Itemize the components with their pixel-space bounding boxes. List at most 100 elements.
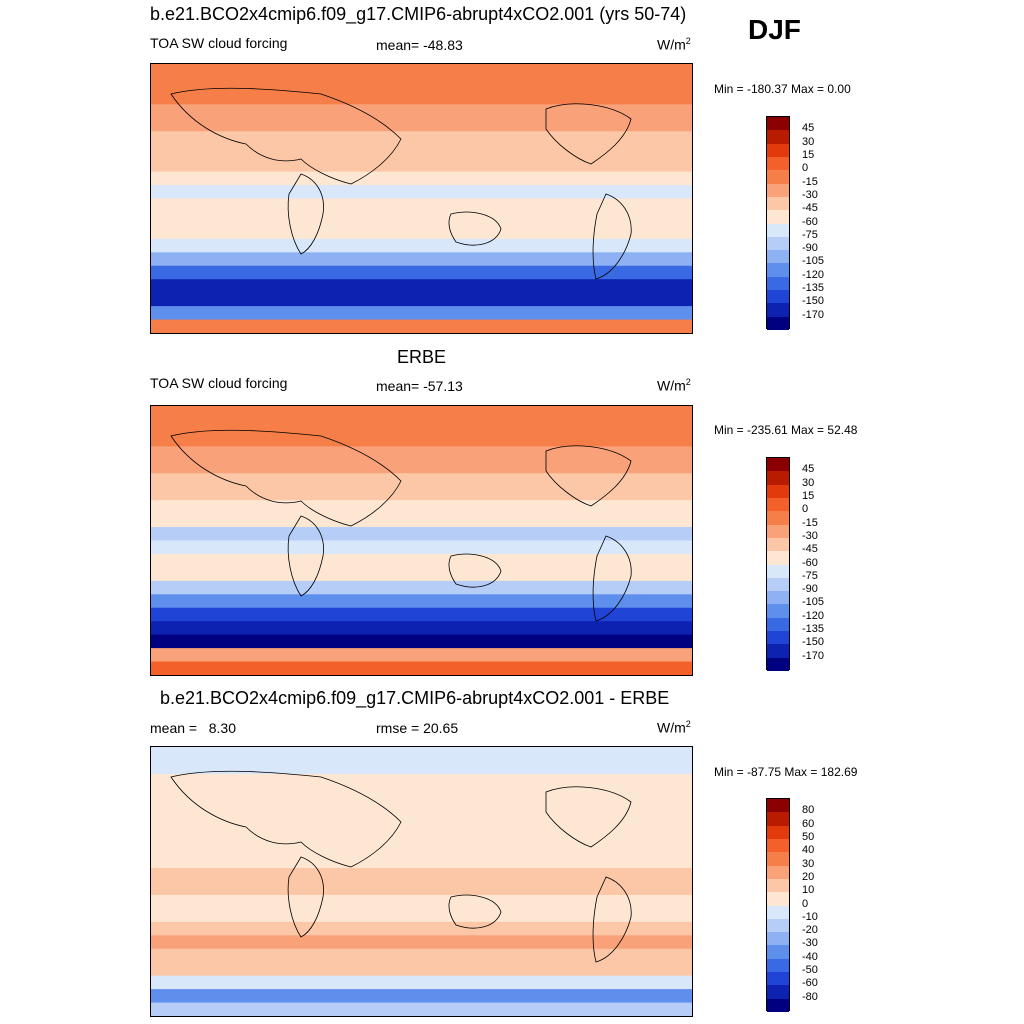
zonal-band [151,419,692,434]
panel2-units: W/m2 [657,377,691,394]
colorbar-tick-label: -135 [802,282,825,295]
zonal-band [151,661,692,675]
zonal-band [151,90,692,105]
colorbar-swatch [767,564,789,578]
colorbar-swatch [767,551,789,565]
colorbar-swatch [767,316,789,330]
colorbar-swatch [767,303,789,317]
colorbar-swatch [767,617,789,632]
zonal-band [151,921,692,936]
colorbar-swatch [767,130,789,144]
colorbar-tick-label: -45 [802,202,818,215]
zonal-band [151,773,692,788]
coastline-outline [287,173,324,255]
panel1-title: b.e21.BCO2x4cmip6.f09_g17.CMIP6-abrupt4x… [150,4,687,24]
zonal-band [151,446,692,461]
zonal-band [151,868,692,883]
coastline-outline [448,894,502,929]
colorbar-swatch [767,471,789,485]
colorbar-tick-label: 0 [802,162,809,175]
panel2-map-field [151,406,692,675]
zonal-band [151,158,692,173]
zonal-band [151,827,692,842]
panel3-minmax: Min = -87.75 Max = 182.69 [714,765,858,779]
colorbar-tick-label: 80 [802,804,815,817]
colorbar-swatch [767,276,789,291]
zonal-band [151,881,692,896]
zonal-band [151,77,692,92]
colorbar-tick-label: -120 [802,609,825,622]
panel2-colorbar [766,457,790,671]
zonal-band [151,607,692,622]
colorbar-tick-label: 0 [802,503,809,516]
panel3-map [150,746,693,1017]
colorbar-swatch [767,591,789,605]
colorbar-swatch [767,878,789,893]
coastline-outline [545,786,632,848]
panel1-mean-label: mean= -48.83 [376,37,463,53]
zonal-band [151,935,692,950]
colorbar-tick-label: -30 [802,529,818,542]
colorbar-tick-label: -10 [802,910,818,923]
zonal-band [151,459,692,474]
panel2-title: ERBE [397,347,447,367]
colorbar-swatch [767,210,789,224]
coastline-outline [448,553,502,588]
coastline-outline [170,429,402,527]
colorbar-tick-label: -45 [802,543,818,556]
colorbar-swatch [767,117,789,131]
zonal-band [151,747,692,762]
zonal-band [151,814,692,829]
coastline-outline [287,856,324,938]
colorbar-swatch [767,484,789,498]
colorbar-swatch [767,511,789,525]
colorbar-tick-label: 50 [802,830,815,843]
panel3-title: b.e21.BCO2x4cmip6.f09_g17.CMIP6-abrupt4x… [160,688,670,708]
colorbar-tick-label: -60 [802,977,818,990]
colorbar-swatch [767,236,789,251]
colorbar-swatch [767,537,789,552]
colorbar-swatch [767,631,789,645]
colorbar-swatch [767,223,789,237]
colorbar-swatch [767,825,789,839]
panel3-mean-label: mean = 8.30 [150,720,237,736]
colorbar-tick-label: -135 [802,623,825,636]
panel1-variable-label: TOA SW cloud forcing [150,35,288,51]
colorbar-swatch [767,196,789,211]
zonal-band [151,265,692,280]
zonal-band [151,621,692,636]
zonal-band [151,800,692,815]
zonal-band [151,292,692,307]
zonal-band [151,841,692,856]
colorbar-tick-label: -60 [802,215,818,228]
zonal-band [151,144,692,159]
zonal-band [151,962,692,977]
colorbar-tick-label: -75 [802,228,818,241]
colorbar-swatch [767,577,789,592]
panel1-units: W/m2 [657,36,691,53]
colorbar-swatch [767,838,789,853]
zonal-band [151,500,692,515]
panel1-minmax: Min = -180.37 Max = 0.00 [714,82,851,96]
coastline-outline [592,535,632,622]
zonal-band [151,252,692,267]
colorbar-swatch [767,972,789,986]
coastline-outline [545,103,632,165]
colorbar-tick-label: -15 [802,516,818,529]
colorbar-tick-label: 0 [802,897,809,910]
colorbar-tick-label: 15 [802,489,815,502]
zonal-band [151,989,692,1004]
zonal-band [151,908,692,923]
colorbar-tick-label: -30 [802,188,818,201]
colorbar-tick-label: -90 [802,583,818,596]
colorbar-tick-label: 10 [802,884,815,897]
colorbar-swatch [767,852,789,866]
colorbar-tick-label: 20 [802,870,815,883]
zonal-band [151,787,692,802]
colorbar-tick-label: 30 [802,857,815,870]
zonal-band [151,279,692,294]
zonal-band [151,198,692,213]
colorbar-tick-label: -75 [802,569,818,582]
zonal-band [151,486,692,501]
colorbar-tick-label: 40 [802,844,815,857]
